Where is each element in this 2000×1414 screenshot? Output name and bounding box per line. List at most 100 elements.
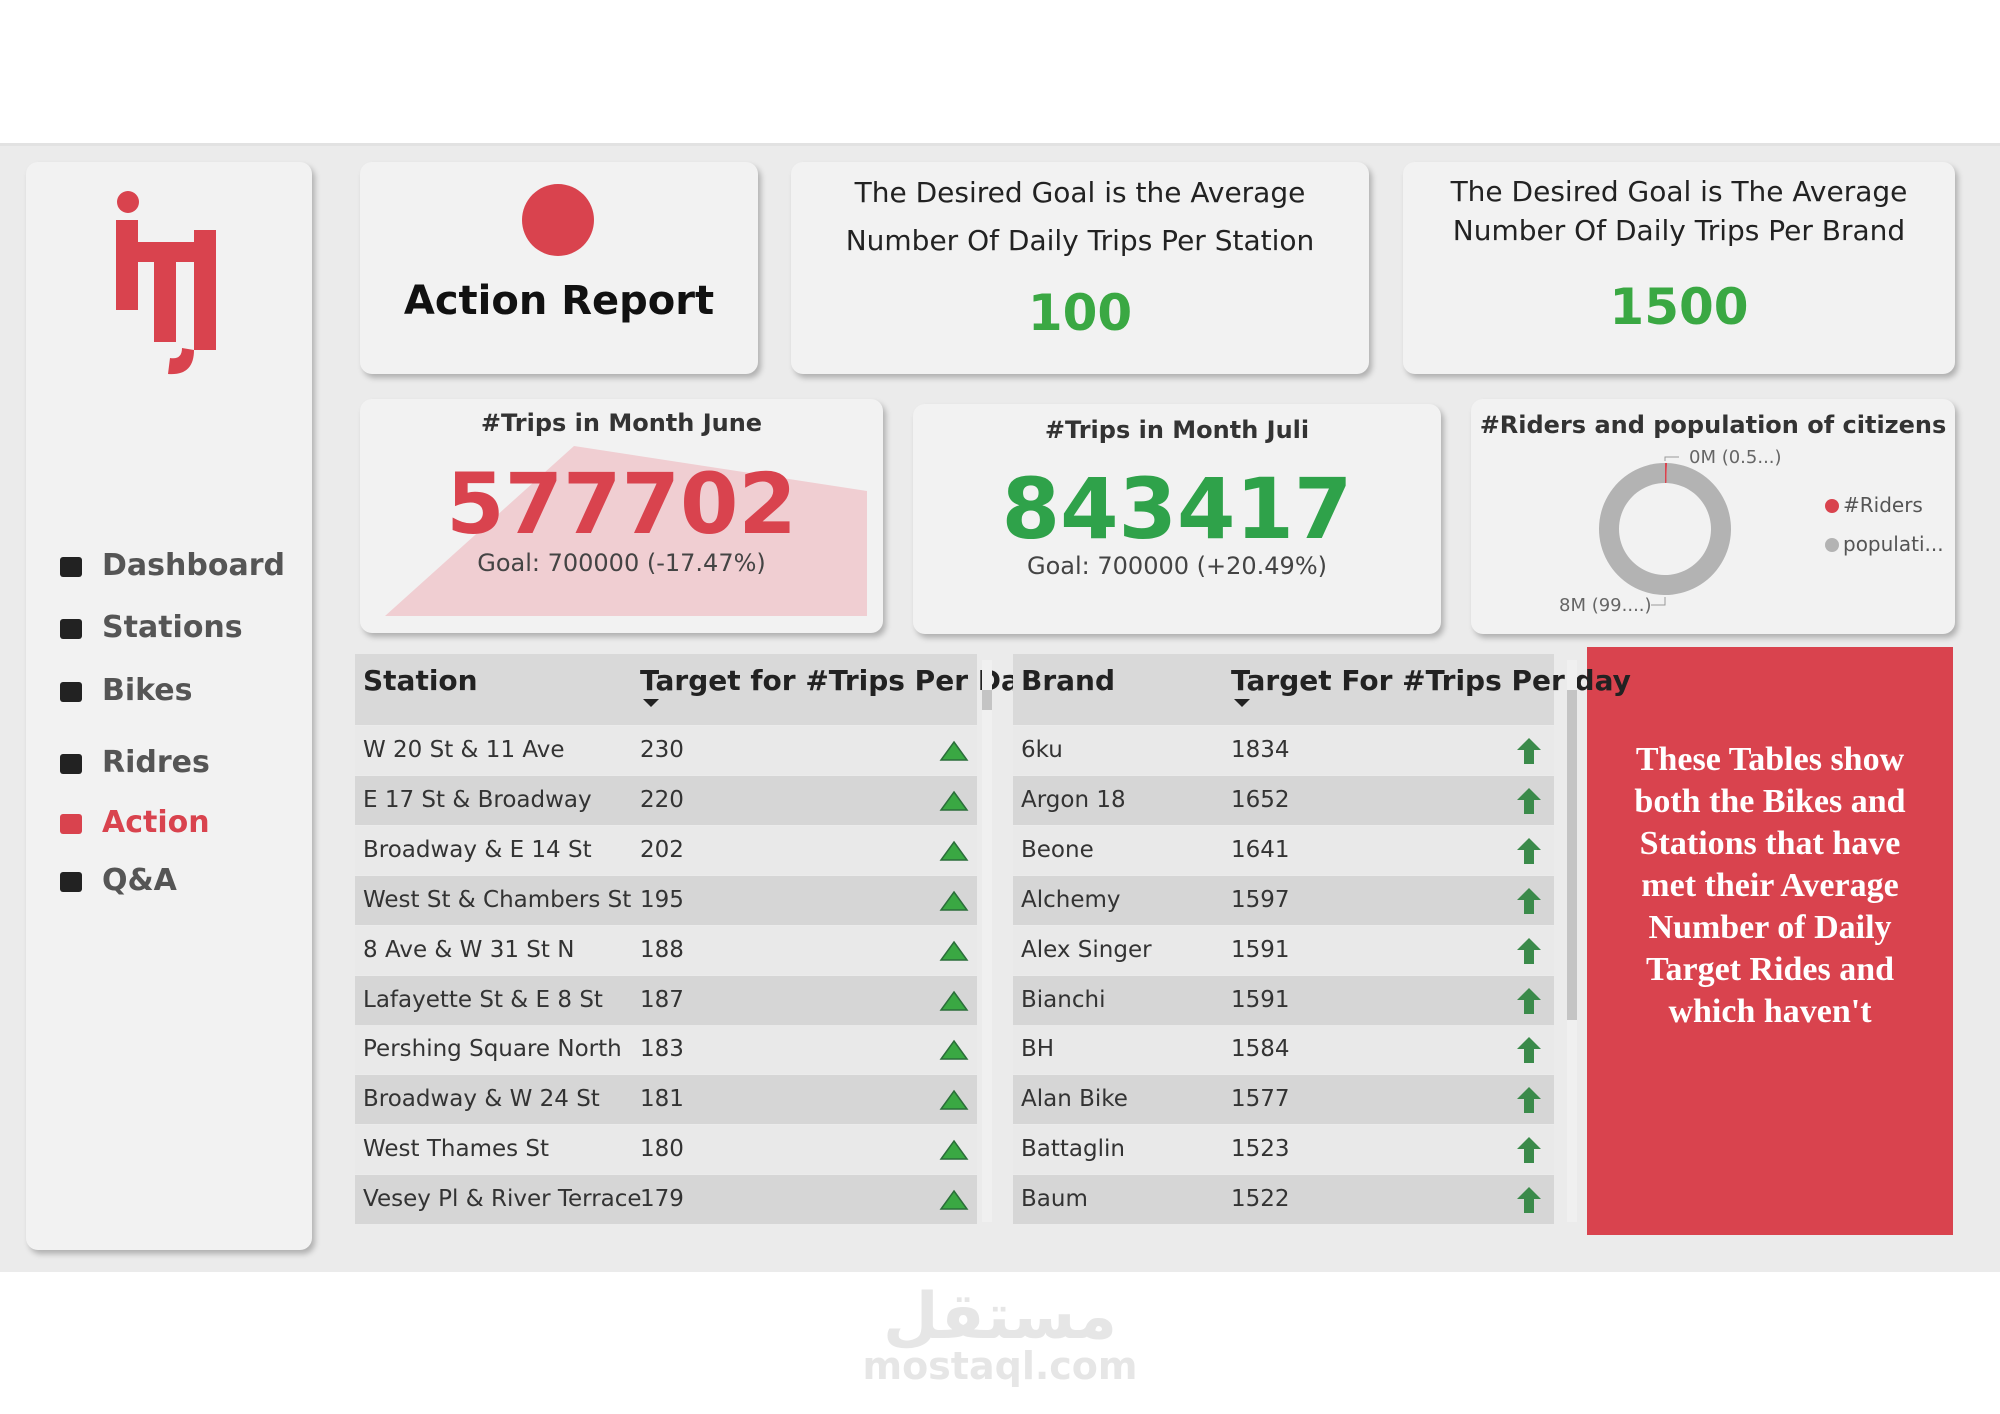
table-row: [355, 726, 977, 775]
nav-item[interactable]: Q&A: [54, 863, 177, 898]
table-header: [355, 654, 977, 725]
cell: 195: [640, 886, 684, 913]
goal-line: Number Of Daily Trips Per Brand: [1452, 214, 1906, 247]
cell: 1641: [1231, 836, 1290, 863]
status-icon: [1517, 1037, 1541, 1064]
status-icon: [1517, 937, 1541, 964]
table-row: [355, 825, 977, 875]
goal-card: The Desired Goal is The Average Number Of…: [1403, 162, 1955, 374]
table-row: [1013, 1025, 1554, 1075]
table-row: [1013, 825, 1554, 875]
report-title: Action Report: [403, 278, 715, 324]
sort-indicator[interactable]: [642, 698, 662, 710]
cell: BH: [1021, 1036, 1055, 1063]
cell: Vesey Pl & River Terrace: [363, 1186, 642, 1213]
table-row: [355, 775, 977, 825]
cell: 180: [640, 1136, 684, 1163]
table-row: [1013, 925, 1554, 975]
leader-line: [1664, 456, 1679, 461]
goal-card: The Desired Goal is the Average Number Of…: [791, 162, 1369, 374]
scroll-thumb: [1567, 690, 1577, 1020]
goal-value: 1500: [1609, 278, 1749, 336]
table-row: [1013, 875, 1554, 925]
status-icon: [939, 990, 969, 1011]
table-header: [1013, 654, 1554, 725]
cell: 1591: [1231, 936, 1290, 963]
legend-label: populati...: [1843, 532, 1944, 556]
nav-icon: [60, 813, 82, 834]
nav-label: Action: [102, 805, 210, 840]
nav-item[interactable]: Ridres: [54, 745, 210, 780]
cell: 1652: [1231, 786, 1290, 813]
leader-line: [1651, 597, 1666, 606]
goal-line: Number Of Daily Trips Per Station: [845, 224, 1315, 257]
report-card: Action Report: [360, 162, 758, 374]
nav-label: Dashboard: [102, 548, 285, 583]
status-icon: [939, 940, 969, 961]
scrollbar[interactable]: [982, 660, 992, 1222]
status-icon: [1517, 787, 1541, 814]
donut-segment: [1599, 463, 1731, 595]
kpi-value: 843417: [1001, 460, 1353, 558]
nav-item[interactable]: Action: [54, 805, 210, 840]
table-row: [355, 975, 977, 1025]
status-icon: [1517, 1187, 1541, 1214]
nav-item[interactable]: Stations: [54, 610, 243, 645]
cell: West Thames St: [363, 1136, 550, 1163]
status-icon: [939, 1139, 969, 1160]
watermark-latin: mostaql.com: [862, 1344, 1138, 1388]
legend-swatch: [1825, 538, 1839, 552]
table-row: [1013, 726, 1554, 775]
cell: 179: [640, 1186, 684, 1213]
cell: Alan Bike: [1021, 1086, 1128, 1113]
status-dot: [522, 184, 594, 256]
nav-label: Bikes: [102, 673, 193, 708]
goal-line: The Desired Goal is The Average: [1450, 175, 1908, 208]
cell: Broadway & W 24 St: [363, 1086, 600, 1113]
cell: West St & Chambers St: [363, 886, 632, 913]
cell: Battaglin: [1021, 1136, 1125, 1163]
table-row: [355, 1075, 977, 1125]
cell: 1597: [1231, 886, 1290, 913]
cell: W 20 St & 11 Ave: [363, 737, 565, 763]
cell: Alex Singer: [1021, 936, 1152, 963]
nav-item[interactable]: Dashboard: [54, 548, 285, 583]
column-header: Brand: [1021, 664, 1116, 697]
cell: 181: [640, 1086, 684, 1113]
cell: 188: [640, 936, 684, 963]
sort-indicator[interactable]: [1233, 698, 1253, 710]
goal-line: The Desired Goal is the Average: [854, 176, 1306, 209]
table-row: [355, 1175, 977, 1225]
status-icon: [939, 1090, 969, 1111]
cell: Pershing Square North: [363, 1036, 622, 1063]
note-text: These Tables show both the Bikes and Sta…: [1634, 741, 1906, 1030]
watermark-arabic: مستقل: [882, 1280, 1118, 1354]
status-icon: [939, 840, 969, 861]
table-row: [355, 875, 977, 925]
nav-icon: [60, 681, 82, 702]
nav-label: Stations: [102, 610, 243, 645]
status-icon: [1517, 887, 1541, 914]
cell: 1834: [1231, 737, 1290, 763]
cell: 183: [640, 1036, 684, 1063]
status-icon: [939, 740, 969, 761]
table-row: [1013, 1125, 1554, 1175]
table-row: [355, 925, 977, 975]
table-row: [1013, 1075, 1554, 1125]
donut-card: #Riders and population of citizens 0M (0…: [1471, 399, 1955, 634]
data-label: 8M (99....): [1559, 595, 1652, 616]
kpi-title: #Trips in Month Juli: [1044, 416, 1310, 444]
nav-icon: [60, 753, 82, 774]
status-icon: [939, 890, 969, 911]
cell: 1522: [1231, 1186, 1290, 1213]
chart-title: #Riders and population of citizens: [1479, 411, 1947, 439]
nav-item[interactable]: Bikes: [54, 673, 193, 708]
status-icon: [1517, 987, 1541, 1014]
cell: Bianchi: [1021, 986, 1106, 1013]
cell: 1591: [1231, 986, 1290, 1013]
kpi-card: #Trips in Month Juli 843417 Goal: 700000 (…: [913, 404, 1441, 634]
nav-label: Q&A: [102, 863, 177, 898]
cell: Lafayette St & E 8 St: [363, 986, 603, 1013]
table-row: [355, 1025, 977, 1075]
